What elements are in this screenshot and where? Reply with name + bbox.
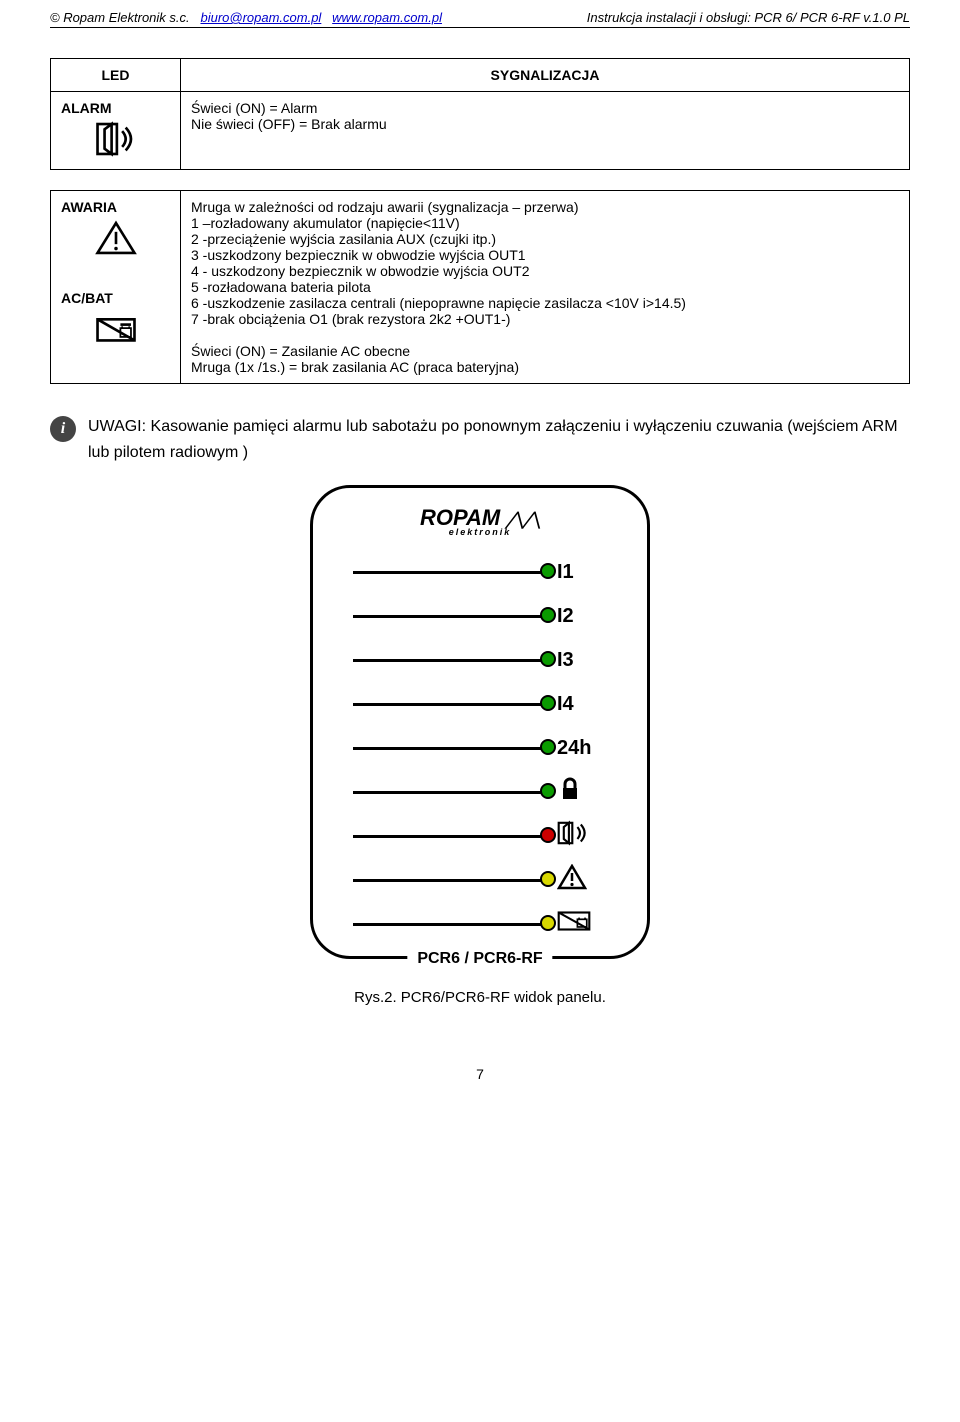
acbat-label: AC/BAT <box>61 290 170 306</box>
acbat-l1: Świeci (ON) = Zasilanie AC obecne <box>191 343 899 359</box>
panel-label: I4 <box>557 693 607 716</box>
table-row: AWARIA AC/BAT <box>51 191 910 384</box>
panel-line <box>353 615 547 618</box>
panel-rows: I1 I2 I3 I4 24h <box>353 550 607 946</box>
panel-led <box>540 915 556 931</box>
panel-line <box>353 791 547 794</box>
panel-led <box>540 607 556 623</box>
acbat-icon <box>557 909 607 939</box>
panel-led <box>540 695 556 711</box>
website-link[interactable]: www.ropam.com.pl <box>332 10 442 25</box>
acbat-l2: Mruga (1x /1s.) = brak zasilania AC (pra… <box>191 359 899 375</box>
awaria-l5: 4 - uszkodzony bezpiecznik w obwodzie wy… <box>191 263 899 279</box>
awaria-l4: 3 -uszkodzony bezpiecznik w obwodzie wyj… <box>191 247 899 263</box>
awaria-l2: 1 –rozładowany akumulator (napięcie<11V) <box>191 215 899 231</box>
warn-icon <box>557 864 607 896</box>
panel-led <box>540 827 556 843</box>
header-left: © Ropam Elektronik s.c. biuro@ropam.com.… <box>50 10 442 25</box>
panel-row: 24h <box>353 726 607 770</box>
panel-row: I1 <box>353 550 607 594</box>
awaria-l6: 5 -rozładowana bateria pilota <box>191 279 899 295</box>
lock-icon <box>557 776 607 808</box>
panel-model: PCR6 / PCR6-RF <box>407 950 552 968</box>
th-signal: SYGNALIZACJA <box>181 59 910 92</box>
figure-caption: Rys.2. PCR6/PCR6-RF widok panelu. <box>50 989 910 1006</box>
logo-sub: elektronik <box>353 528 607 536</box>
table-alarm: LED SYGNALIZACJA ALARM Świeci (ON) = Ala… <box>50 58 910 170</box>
company-name: © Ropam Elektronik s.c. <box>50 10 190 25</box>
panel-led <box>540 739 556 755</box>
panel-row: I4 <box>353 682 607 726</box>
th-led: LED <box>51 59 181 92</box>
cell-alarm-label: ALARM <box>51 92 181 170</box>
awaria-l1: Mruga w zależności od rodzaju awarii (sy… <box>191 199 899 215</box>
page-number: 7 <box>50 1066 910 1082</box>
panel-line <box>353 923 547 926</box>
panel-label: I3 <box>557 649 607 672</box>
panel-line <box>353 747 547 750</box>
warning-icon <box>61 215 170 260</box>
panel-line <box>353 703 547 706</box>
panel-led <box>540 783 556 799</box>
alarm-text-2: Nie świeci (OFF) = Brak alarmu <box>191 116 899 132</box>
page-header: © Ropam Elektronik s.c. biuro@ropam.com.… <box>50 10 910 28</box>
note-text: UWAGI: Kasowanie pamięci alarmu lub sabo… <box>88 414 910 465</box>
email-link[interactable]: biuro@ropam.com.pl <box>200 10 321 25</box>
panel-figure: ROPAM ╱╲╱╲ elektronik I1 I2 I3 I4 24h PCR6 /… <box>50 485 910 1006</box>
awaria-l7: 6 -uszkodzenie zasilacza centrali (niepo… <box>191 295 899 311</box>
panel-device: ROPAM ╱╲╱╲ elektronik I1I2I3I424h PCR6 /… <box>310 485 650 959</box>
panel-row: I3 <box>353 638 607 682</box>
panel-led <box>540 563 556 579</box>
awaria-l8: 7 -brak obciążenia O1 (brak rezystora 2k… <box>191 311 899 327</box>
cell-awaria-text: Mruga w zależności od rodzaju awarii (sy… <box>181 191 910 384</box>
panel-line <box>353 835 547 838</box>
acbat-icon <box>61 306 170 351</box>
table-row: ALARM Świeci (ON) = Alarm Nie świeci (OF… <box>51 92 910 170</box>
cell-alarm-text: Świeci (ON) = Alarm Nie świeci (OFF) = B… <box>181 92 910 170</box>
info-icon: i <box>50 416 76 442</box>
table-header-row: LED SYGNALIZACJA <box>51 59 910 92</box>
panel-led <box>540 871 556 887</box>
doc-title: Instrukcja instalacji i obsługi: PCR 6/ … <box>587 10 910 25</box>
siren-icon <box>557 820 607 852</box>
awaria-label: AWARIA <box>61 199 170 215</box>
table-awaria: AWARIA AC/BAT <box>50 190 910 384</box>
siren-icon <box>61 116 170 161</box>
page: © Ropam Elektronik s.c. biuro@ropam.com.… <box>0 0 960 1122</box>
panel-logo: ROPAM ╱╲╱╲ elektronik <box>353 508 607 536</box>
panel-row <box>353 858 607 902</box>
awaria-l3: 2 -przeciążenie wyjścia zasilania AUX (c… <box>191 231 899 247</box>
alarm-text-1: Świeci (ON) = Alarm <box>191 100 899 116</box>
panel-line <box>353 659 547 662</box>
panel-label: I1 <box>557 561 607 584</box>
note-block: i UWAGI: Kasowanie pamięci alarmu lub sa… <box>50 414 910 465</box>
alarm-label: ALARM <box>61 100 170 116</box>
logo-zig: ╱╲╱╲ <box>506 512 540 528</box>
panel-label: I2 <box>557 605 607 628</box>
panel-row <box>353 770 607 814</box>
panel-row: I2 <box>353 594 607 638</box>
panel-label: 24h <box>557 737 607 760</box>
panel-line <box>353 879 547 882</box>
panel-line <box>353 571 547 574</box>
panel-row <box>353 902 607 946</box>
panel-led <box>540 651 556 667</box>
cell-awaria-label: AWARIA AC/BAT <box>51 191 181 384</box>
panel-row <box>353 814 607 858</box>
